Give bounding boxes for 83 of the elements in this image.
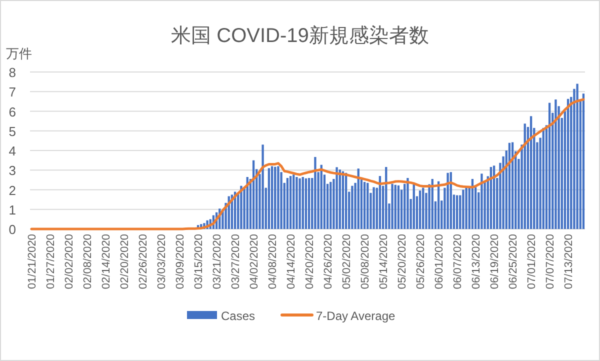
x-tick-label: 03/03/2020	[156, 234, 168, 290]
bar	[314, 156, 316, 229]
x-tick-label: 05/26/2020	[415, 234, 428, 290]
bar	[465, 188, 468, 229]
y-tick-label: 7	[8, 84, 16, 100]
bar	[351, 186, 354, 229]
x-tick-label: 06/07/2020	[452, 234, 464, 290]
y-tick-label: 4	[8, 144, 16, 158]
x-tick-label: 02/26/2020	[138, 234, 150, 290]
y-tick-label: 8	[8, 65, 16, 80]
bar	[304, 178, 308, 229]
x-tick-label: 04/14/2020	[286, 234, 298, 290]
legend-label: Cases	[221, 309, 256, 323]
y-tick-label: 1	[8, 202, 16, 218]
bar	[286, 178, 289, 229]
y-tick-label: 5	[8, 124, 16, 139]
y-axis-title: 万件	[6, 46, 32, 61]
bar	[262, 144, 264, 229]
y-tick-label: 2	[8, 182, 16, 198]
bar	[548, 102, 551, 229]
bar	[412, 184, 415, 229]
bar	[397, 185, 400, 229]
y-tick-label: 6	[8, 104, 16, 120]
bar	[480, 174, 483, 229]
legend-label: 7-Day Average	[316, 309, 396, 323]
x-tick-label: 04/26/2020	[322, 234, 335, 290]
x-tick-label: 05/08/2020	[360, 234, 372, 290]
x-tick-label: 07/01/2020	[526, 234, 538, 290]
bar	[298, 178, 301, 229]
x-tick-label: 03/09/2020	[174, 234, 187, 290]
bar	[582, 94, 585, 229]
x-tick-label: 05/14/2020	[378, 234, 390, 290]
x-tick-label: 04/02/2020	[248, 234, 261, 290]
bar	[418, 190, 422, 229]
bar	[292, 174, 295, 229]
bar	[336, 167, 338, 229]
x-tick-label: 04/20/2020	[304, 234, 316, 290]
x-tick-label: 06/25/2020	[508, 234, 520, 290]
bar	[406, 178, 409, 229]
x-tick-label: 03/15/2020	[193, 234, 206, 290]
bar	[330, 182, 332, 229]
bar	[302, 176, 304, 229]
bar	[576, 84, 578, 229]
bar	[372, 187, 375, 229]
bar	[542, 128, 544, 229]
x-tick-label: 03/27/2020	[230, 234, 242, 290]
x-tick-label: 06/13/2020	[470, 234, 483, 290]
bar	[446, 172, 449, 229]
bar	[296, 176, 298, 229]
x-tick-label: 02/20/2020	[119, 234, 132, 290]
x-tick-label: 02/02/2020	[64, 234, 76, 290]
bar	[456, 195, 458, 229]
chart-title: 米国 COVID-19新規感染者数	[171, 25, 429, 47]
bar	[366, 182, 369, 229]
x-tick-label: 02/14/2020	[100, 234, 113, 290]
bar	[391, 184, 394, 229]
x-tick-label: 06/19/2020	[489, 234, 502, 290]
bar	[277, 166, 280, 229]
bar	[566, 98, 570, 229]
bar	[422, 188, 424, 229]
x-tick-label: 06/01/2020	[434, 234, 446, 290]
x-tick-label: 07/07/2020	[544, 234, 557, 290]
y-tick-label: 0	[8, 222, 16, 237]
bar	[308, 178, 310, 229]
x-tick-label: 04/08/2020	[267, 234, 280, 290]
x-tick-label: 07/13/2020	[563, 234, 576, 290]
x-tick-label: 01/21/2020	[26, 234, 39, 290]
bar	[270, 166, 274, 229]
bar	[363, 182, 366, 229]
bar	[530, 116, 532, 229]
x-tick-label: 05/02/2020	[341, 234, 354, 290]
bar	[554, 99, 557, 229]
x-tick-label: 01/27/2020	[45, 234, 58, 290]
bar	[289, 176, 292, 229]
bar	[274, 166, 276, 229]
bar	[394, 184, 396, 229]
x-tick-label: 02/08/2020	[82, 234, 94, 290]
x-tick-label: 05/20/2020	[396, 234, 409, 290]
y-tick-label: 3	[8, 163, 16, 178]
bar	[462, 190, 464, 229]
bar	[240, 186, 242, 229]
x-tick-label: 03/21/2020	[212, 234, 224, 290]
bar	[268, 168, 270, 229]
